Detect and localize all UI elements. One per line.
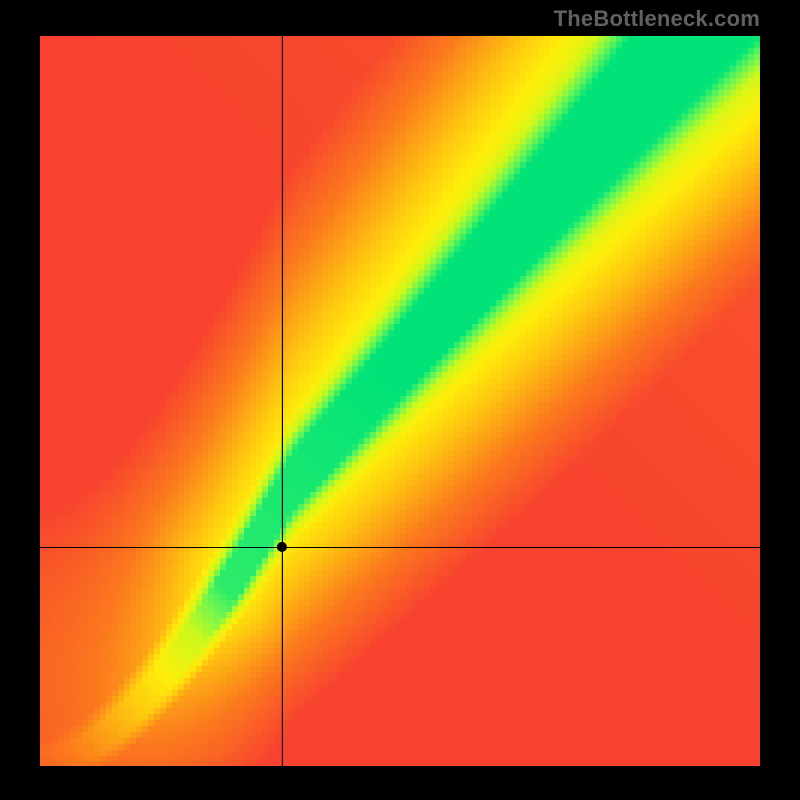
- crosshair-overlay: [40, 36, 760, 766]
- watermark-text: TheBottleneck.com: [554, 6, 760, 32]
- chart-frame: TheBottleneck.com: [0, 0, 800, 800]
